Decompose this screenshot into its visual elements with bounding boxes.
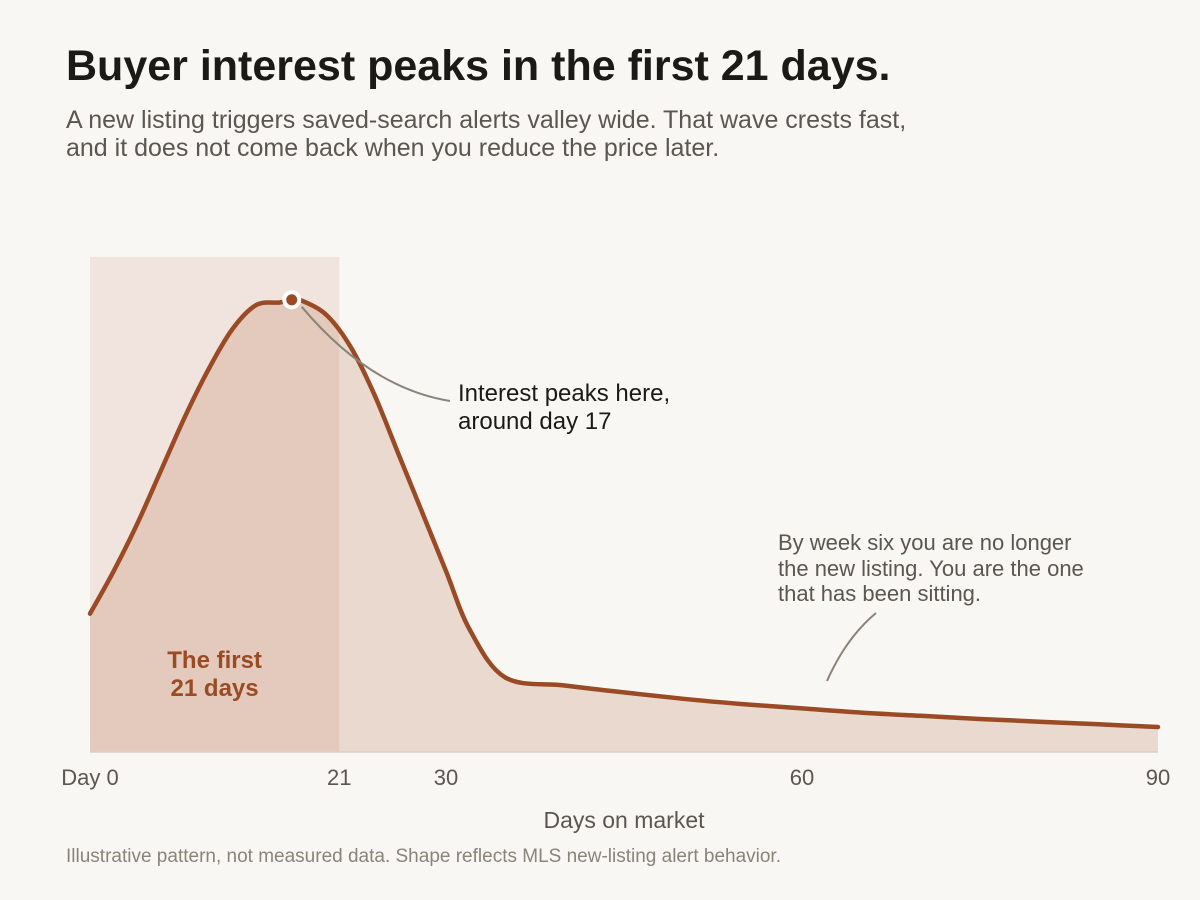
x-tick-label: 90	[1146, 765, 1170, 790]
chart-title: Buyer interest peaks in the first 21 day…	[66, 42, 891, 90]
interest-curve-line	[87, 297, 1161, 730]
x-tick-label: Day 0	[61, 765, 118, 790]
band-label-line-2: 21 days	[171, 675, 259, 702]
chart-subtitle: A new listing triggers saved-search aler…	[66, 106, 986, 162]
x-axis-ticks: Day 0 21 30 60 90	[61, 765, 1170, 790]
subtitle-line-2: and it does not come back when you reduc…	[66, 134, 720, 162]
tail-annotation-line-3: that has been sitting.	[778, 581, 981, 606]
tail-leader-line	[826, 612, 877, 682]
peak-leader-line	[300, 306, 451, 402]
interest-area-fill	[90, 299, 1158, 752]
band-label-line-1: The first	[167, 647, 262, 674]
tail-annotation-line-2: the new listing. You are the one	[778, 556, 1084, 581]
peak-annotation-line-1: Interest peaks here,	[458, 380, 670, 407]
subtitle-line-1: A new listing triggers saved-search aler…	[66, 106, 907, 134]
x-tick-label: 21	[327, 765, 351, 790]
x-tick-label: 60	[790, 765, 814, 790]
x-tick-label: 30	[434, 765, 458, 790]
peak-annotation-line-2: around day 17	[458, 408, 611, 435]
x-axis-title: Days on market	[543, 807, 705, 833]
peak-marker	[282, 290, 302, 310]
tail-annotation-line-1: By week six you are no longer	[778, 530, 1072, 555]
footnote: Illustrative pattern, not measured data.…	[66, 846, 781, 867]
band-overlap-fill	[90, 299, 340, 752]
